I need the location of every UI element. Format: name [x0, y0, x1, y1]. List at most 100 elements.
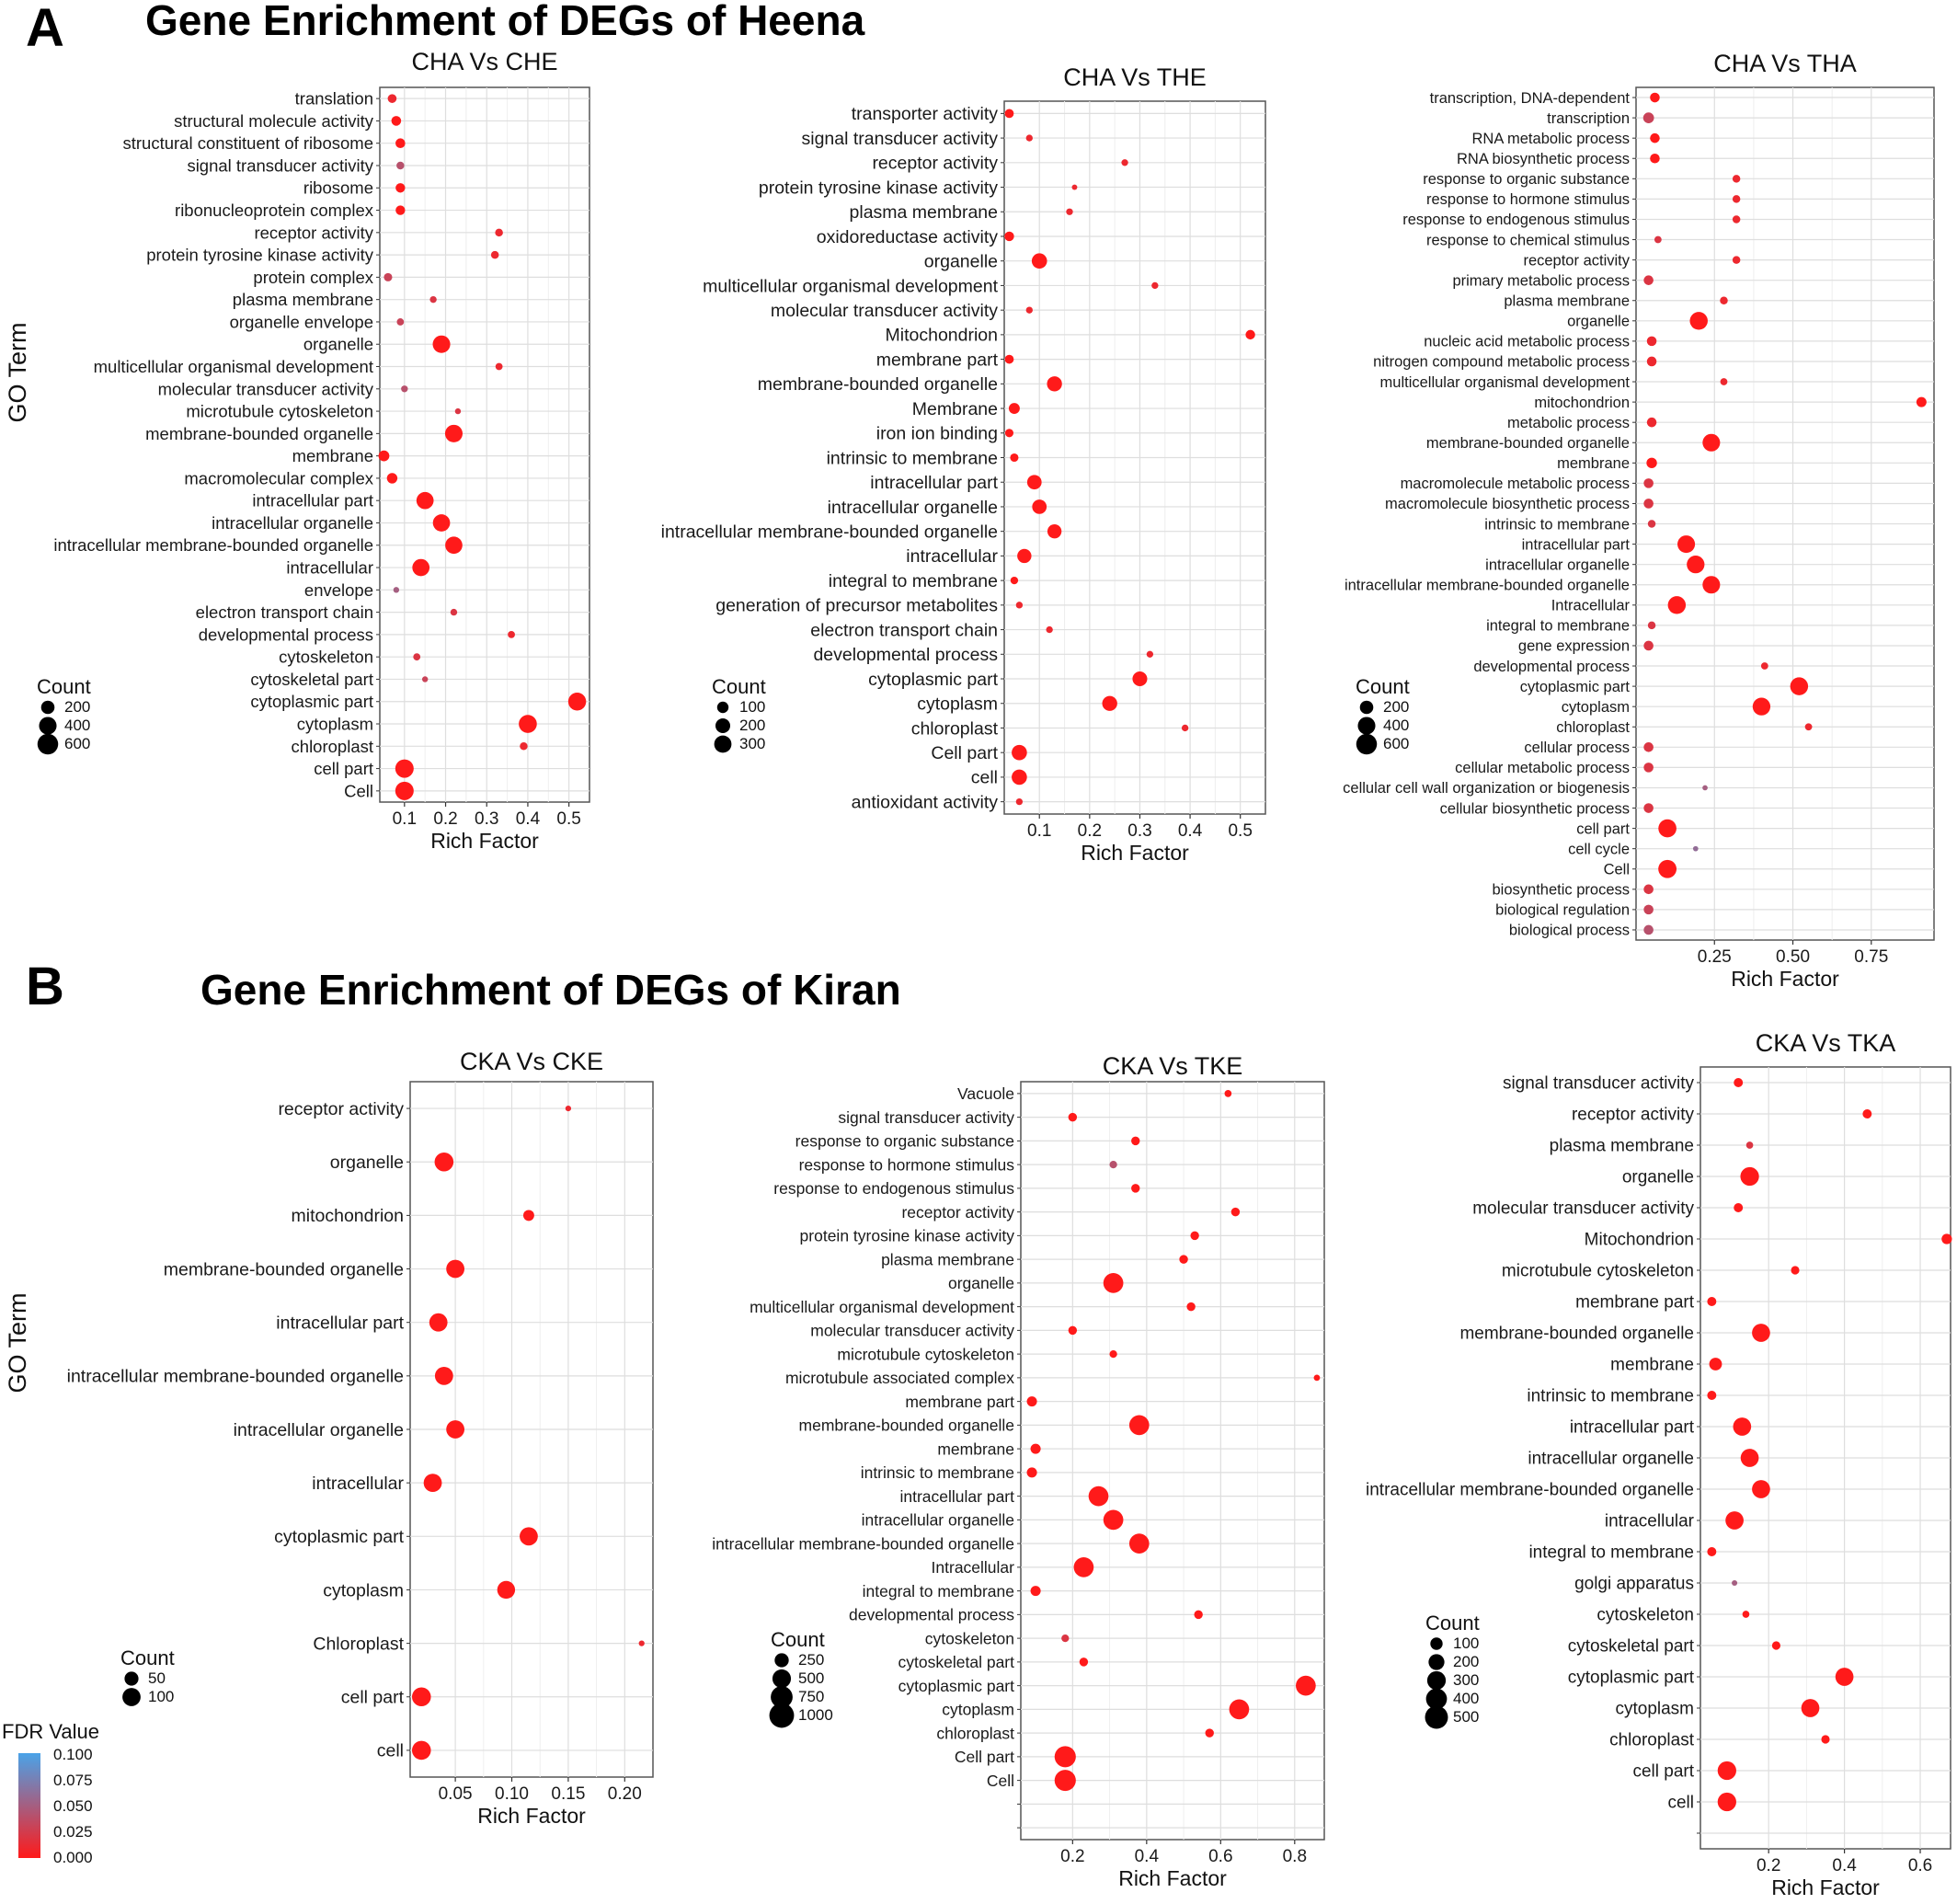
y-tick-label: developmental process [849, 1606, 1014, 1624]
data-point [1296, 1675, 1316, 1696]
y-tick-label: membrane part [876, 350, 999, 370]
y-tick-label: cytoplasm [917, 694, 998, 715]
y-tick-label: microtubule cytoskeleton [186, 402, 373, 421]
data-point [490, 250, 499, 259]
y-tick-label: transcription, DNA-dependent [1430, 90, 1631, 107]
x-axis-title: Rich Factor [477, 1804, 586, 1828]
y-tick-label: organelle [924, 252, 998, 272]
count-legend-label: 100 [1453, 1634, 1479, 1652]
data-point [1720, 296, 1728, 304]
fdr-legend-title: FDR Value [2, 1720, 99, 1743]
data-point [1717, 1792, 1736, 1812]
count-legend-label: 400 [1453, 1690, 1479, 1707]
y-tick-label: membrane-bounded organelle [1426, 435, 1630, 452]
data-point [1643, 742, 1654, 752]
y-tick-label: microtubule associated complex [785, 1369, 1014, 1387]
count-legend-label: 250 [798, 1651, 824, 1669]
y-tick-label: multicellular organismal development [750, 1298, 1014, 1316]
x-axis-title: Rich Factor [1081, 841, 1189, 865]
y-tick-label: structural molecule activity [174, 111, 374, 131]
y-tick-label: receptor activity [872, 154, 998, 174]
data-point [1643, 763, 1654, 773]
data-point [383, 272, 393, 281]
data-point [1128, 1415, 1150, 1436]
y-tick-label: intracellular membrane-bounded organelle [53, 535, 373, 555]
count-legend-label: 300 [1453, 1671, 1479, 1689]
plot-area [1020, 1081, 1325, 1841]
count-legend-dot [1430, 1637, 1443, 1650]
count-legend-dot [716, 701, 729, 714]
y-tick-label: Membrane [912, 399, 998, 419]
x-axis-title: Rich Factor [1118, 1866, 1227, 1890]
y-tick-label: plasma membrane [1550, 1137, 1694, 1156]
y-tick-label: cytoplasmic part [898, 1677, 1015, 1695]
chart-4: CKA Vs CKE 0.05 0.10 0.15 0.20 receptor activ… [67, 1048, 654, 1828]
data-point [1725, 1511, 1744, 1530]
y-tick-label: cellular cell wall organization or bioge… [1343, 780, 1630, 797]
x-axis-title: Rich Factor [1731, 967, 1839, 991]
data-point [1194, 1610, 1203, 1620]
y-tick-label: organelle [948, 1274, 1014, 1292]
y-tick-label: ribonucleoprotein complex [175, 201, 374, 220]
data-point [1121, 159, 1128, 166]
y-tick-label: intracellular part [870, 473, 998, 493]
data-point [1004, 231, 1014, 242]
data-point [1801, 1699, 1820, 1717]
y-tick-label: cytoplasmic part [250, 692, 373, 711]
data-point [1707, 1547, 1717, 1556]
y-tick-label: membrane [1557, 455, 1630, 472]
y-tick-label: cellular biosynthetic process [1440, 800, 1630, 817]
y-tick-label: gene expression [1518, 638, 1630, 655]
y-tick-label: translation [295, 89, 373, 109]
data-point [1643, 884, 1654, 895]
data-point [393, 587, 400, 593]
y-tick-label: intracellular membrane-bounded organelle [661, 522, 998, 542]
count-legend-dot [772, 1669, 792, 1689]
y-tick-label: Chloroplast [313, 1634, 404, 1654]
y-tick-label: intrinsic to membrane [827, 448, 998, 468]
y-tick-label: cytoskeleton [1596, 1606, 1694, 1625]
data-point [1017, 548, 1032, 564]
chart-title: CKA Vs TKE [1103, 1052, 1243, 1080]
y-tick-label: multicellular organismal development [1380, 374, 1631, 391]
y-tick-label: cytoskeleton [925, 1629, 1014, 1647]
count-legend-label: 200 [1383, 698, 1409, 716]
y-tick-label: cytoplasmic part [1520, 679, 1631, 695]
y-tick-label: organelle [303, 335, 373, 354]
y-tick-label: cell part [1576, 820, 1630, 837]
data-point [401, 385, 408, 393]
y-tick-label: envelope [304, 580, 373, 600]
y-tick-label: cytoplasm [323, 1580, 404, 1600]
chart-title: CKA Vs CKE [460, 1048, 603, 1075]
data-point [1707, 1297, 1717, 1306]
y-tick-label: multicellular organismal development [703, 276, 998, 296]
data-point [1068, 1112, 1078, 1122]
data-point [520, 742, 528, 751]
y-tick-label: membrane-bounded organelle [758, 374, 998, 395]
data-point [1131, 1184, 1140, 1193]
y-tick-label: macromolecule biosynthetic process [1385, 496, 1630, 512]
data-point [395, 183, 406, 193]
y-tick-label: cell part [314, 759, 373, 778]
y-tick-label: multicellular organismal development [94, 357, 373, 376]
data-point [1733, 1417, 1752, 1436]
y-tick-label: response to hormone stimulus [1426, 191, 1630, 208]
y-tick-label: molecular transducer activity [158, 379, 374, 398]
data-point [1717, 1761, 1736, 1781]
y-tick-label: macromolecular complex [184, 468, 373, 487]
data-point [445, 536, 463, 555]
y-tick-label: membrane [937, 1439, 1014, 1458]
y-tick-label: intracellular [906, 546, 998, 567]
data-point [1032, 499, 1047, 514]
y-tick-label: antioxidant activity [852, 792, 999, 812]
y-tick-label: protein complex [253, 268, 373, 287]
y-tick-label: integral to membrane [829, 571, 998, 591]
y-tick-label: integral to membrane [1486, 618, 1630, 635]
y-tick-label: biosynthetic process [1493, 882, 1631, 899]
data-point [1689, 312, 1708, 330]
data-point [495, 362, 503, 371]
y-tick-label: Intracellular [1551, 598, 1631, 614]
chart-3: CHA Vs THA 0.25 0.50 0.75 transcription, DNA… [1343, 50, 1935, 991]
chart-title: CKA Vs TKA [1756, 1029, 1896, 1057]
data-point [1066, 208, 1073, 215]
